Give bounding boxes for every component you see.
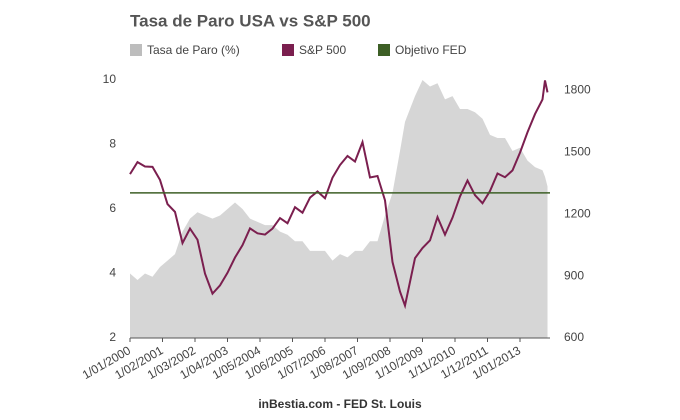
- y2-tick-label: 1200: [564, 206, 591, 220]
- legend-label: S&P 500: [299, 43, 346, 57]
- y-tick-label: 8: [109, 137, 116, 151]
- y-tick-label: 2: [109, 330, 116, 344]
- legend-swatch: [130, 44, 142, 56]
- legend-label: Objetivo FED: [395, 43, 467, 57]
- y2-tick-label: 1500: [564, 144, 591, 158]
- legend-swatch: [378, 44, 390, 56]
- legend-swatch: [282, 44, 294, 56]
- source: inBestia.com - FED St. Louis: [258, 397, 422, 411]
- y-tick-label: 6: [109, 201, 116, 215]
- y2-tick-label: 900: [564, 268, 584, 282]
- area: [130, 80, 548, 338]
- legend-label: Tasa de Paro (%): [147, 43, 240, 57]
- y2-tick-label: 1800: [564, 82, 591, 96]
- y-tick-label: 10: [103, 72, 117, 86]
- y-tick-label: 4: [109, 266, 116, 280]
- chart-title: Tasa de Paro USA vs S&P 500: [130, 11, 371, 30]
- line: [129, 80, 549, 310]
- y2-tick-label: 600: [564, 330, 584, 344]
